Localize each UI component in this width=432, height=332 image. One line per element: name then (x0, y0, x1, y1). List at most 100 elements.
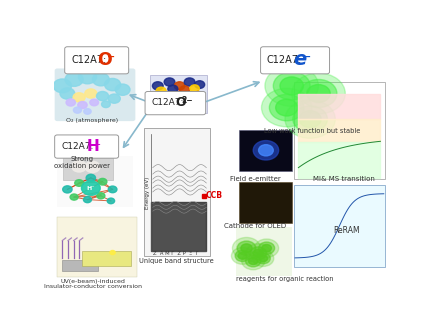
Bar (299, 142, 381, 178)
Text: ReRAM: ReRAM (334, 226, 360, 235)
Circle shape (265, 65, 318, 106)
Circle shape (280, 77, 303, 95)
Text: H⁻: H⁻ (86, 186, 95, 191)
Circle shape (63, 186, 72, 193)
FancyBboxPatch shape (236, 227, 292, 276)
Circle shape (189, 100, 197, 106)
Circle shape (83, 197, 92, 203)
FancyBboxPatch shape (57, 217, 137, 277)
Circle shape (107, 198, 114, 204)
Circle shape (259, 242, 275, 254)
Circle shape (92, 73, 109, 86)
Text: O₂ (atmosphere): O₂ (atmosphere) (67, 118, 118, 123)
Circle shape (184, 78, 195, 86)
Circle shape (245, 255, 261, 267)
Circle shape (237, 241, 256, 255)
Circle shape (65, 73, 83, 86)
Circle shape (248, 257, 258, 265)
Circle shape (276, 99, 298, 116)
Circle shape (241, 244, 252, 252)
FancyBboxPatch shape (82, 251, 131, 266)
Circle shape (256, 253, 270, 264)
Circle shape (85, 89, 97, 98)
Text: O: O (97, 51, 111, 69)
Circle shape (79, 70, 96, 84)
Text: Strong
oxidation power: Strong oxidation power (54, 156, 111, 169)
Circle shape (96, 92, 108, 101)
Circle shape (84, 109, 91, 114)
Circle shape (232, 237, 260, 259)
Circle shape (60, 88, 75, 99)
Circle shape (82, 181, 100, 195)
Circle shape (66, 99, 76, 106)
Circle shape (250, 247, 267, 260)
Circle shape (176, 104, 183, 110)
FancyBboxPatch shape (144, 127, 210, 256)
Circle shape (180, 86, 190, 94)
FancyBboxPatch shape (62, 260, 98, 272)
FancyBboxPatch shape (55, 135, 119, 158)
Circle shape (90, 99, 98, 106)
Text: Cathode for OLED: Cathode for OLED (224, 223, 286, 229)
Circle shape (253, 250, 274, 267)
Circle shape (159, 98, 167, 105)
FancyBboxPatch shape (294, 82, 385, 179)
Bar (299, 119, 381, 142)
Text: C12A7:: C12A7: (151, 98, 184, 107)
Text: C12A7:: C12A7: (71, 55, 107, 65)
Circle shape (190, 85, 199, 92)
Bar (151, 202, 206, 251)
Circle shape (194, 92, 202, 98)
Circle shape (78, 102, 87, 109)
Text: O: O (175, 96, 186, 109)
Text: −: − (107, 52, 114, 62)
Circle shape (299, 111, 321, 127)
Circle shape (73, 107, 82, 113)
Circle shape (270, 94, 304, 121)
Circle shape (53, 79, 71, 93)
Circle shape (72, 161, 86, 172)
Circle shape (293, 106, 327, 132)
FancyBboxPatch shape (150, 75, 207, 113)
Circle shape (154, 105, 162, 111)
Circle shape (97, 193, 105, 199)
Text: C12A7:: C12A7: (61, 142, 94, 151)
Text: Field e-emitter: Field e-emitter (229, 176, 280, 182)
Text: 2−: 2− (181, 96, 193, 105)
Text: MI& MS transition: MI& MS transition (313, 176, 375, 182)
Circle shape (163, 94, 172, 101)
Circle shape (156, 87, 166, 95)
Circle shape (98, 178, 107, 185)
Text: C12A7:: C12A7: (267, 55, 302, 65)
Circle shape (259, 145, 273, 156)
Circle shape (292, 73, 345, 114)
FancyBboxPatch shape (64, 152, 113, 180)
Circle shape (285, 100, 335, 138)
Circle shape (238, 252, 247, 259)
Circle shape (70, 194, 78, 200)
FancyBboxPatch shape (57, 156, 133, 207)
Circle shape (168, 100, 177, 107)
FancyBboxPatch shape (65, 47, 129, 74)
Circle shape (108, 94, 120, 103)
Text: e: e (293, 50, 306, 69)
FancyBboxPatch shape (260, 47, 330, 74)
Circle shape (186, 106, 193, 111)
Circle shape (108, 186, 117, 193)
Circle shape (174, 82, 185, 90)
FancyBboxPatch shape (145, 92, 206, 115)
Text: Unique band structure: Unique band structure (139, 258, 213, 264)
Text: CCB: CCB (206, 191, 222, 200)
Circle shape (184, 93, 192, 100)
Circle shape (153, 93, 162, 100)
Text: Low work function but stable: Low work function but stable (264, 127, 360, 133)
Circle shape (173, 92, 183, 99)
Circle shape (152, 82, 163, 90)
Circle shape (253, 249, 263, 257)
Circle shape (273, 72, 310, 100)
Text: UV(e-beam)-induced
Insulator-conductor conversion: UV(e-beam)-induced Insulator-conductor c… (44, 279, 142, 290)
Circle shape (241, 252, 265, 270)
FancyBboxPatch shape (55, 68, 135, 121)
Circle shape (105, 78, 121, 91)
FancyBboxPatch shape (239, 183, 292, 223)
